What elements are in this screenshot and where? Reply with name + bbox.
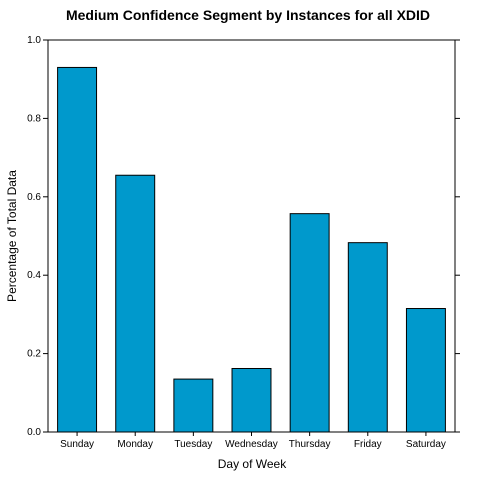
y-tick-label: 0.4	[27, 270, 41, 281]
x-tick-label: Friday	[354, 439, 382, 450]
x-axis: Sunday Monday Tuesday Wednesday Thursday Frid…	[60, 432, 446, 450]
x-tick-label: Sunday	[60, 439, 94, 450]
y-tick-label: 0.8	[27, 113, 41, 124]
bar-tuesday	[173, 378, 214, 433]
y-tick-label: 1.0	[27, 35, 41, 46]
y-axis-title: Percentage of Total Data	[5, 170, 19, 302]
bar-thursday	[289, 213, 330, 433]
bar-friday	[347, 242, 388, 433]
y-tick-label: 0.6	[27, 192, 41, 203]
x-tick-label: Wednesday	[225, 439, 278, 450]
x-tick-label: Monday	[117, 439, 153, 450]
y-tick-label: 0.0	[27, 427, 41, 438]
x-tick-label: Saturday	[406, 439, 446, 450]
bars-group	[57, 66, 446, 433]
y-tick-label: 0.2	[27, 349, 41, 360]
x-axis-title: Day of Week	[218, 457, 287, 471]
x-tick-label: Thursday	[289, 439, 331, 450]
bar-sunday	[57, 66, 98, 433]
x-tick-label: Tuesday	[174, 439, 212, 450]
bar-monday	[115, 174, 156, 433]
chart-title: Medium Confidence Segment by Instances f…	[66, 7, 430, 23]
bar-saturday	[405, 308, 446, 433]
bar-wednesday	[231, 367, 272, 433]
y-axis: 0.0 0.2 0.4 0.6 0.8 1.0	[27, 35, 460, 438]
